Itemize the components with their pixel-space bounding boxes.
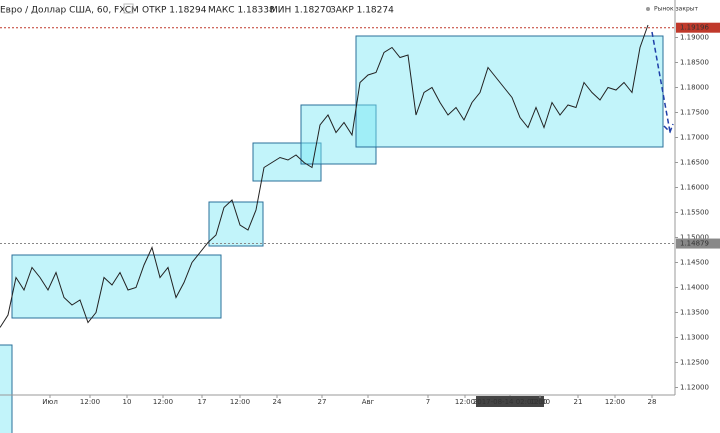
range-box (208, 201, 264, 247)
x-tick-label: Июл (42, 398, 58, 406)
y-tick-label: 1.13000 (680, 334, 709, 342)
y-tick-label: 1.14000 (680, 284, 709, 292)
y-tick-label: 1.17000 (680, 134, 709, 142)
x-tick-label: 12:00 (230, 398, 250, 406)
x-tick-label: 28 (648, 398, 657, 406)
ohlc: МИН 1.18270 (270, 6, 332, 16)
x-tick-label: 12:00 (530, 398, 550, 406)
y-tick-label: 1.17500 (680, 109, 709, 117)
y-tick-label: 1.16500 (680, 159, 709, 167)
x-tick-label: 12:00 (153, 398, 173, 406)
y-tick-label: 1.14500 (680, 259, 709, 267)
x-tick-label: 12:00 (455, 398, 475, 406)
range-box (300, 104, 377, 165)
range-box (355, 35, 664, 148)
x-tick-label: 10 (123, 398, 132, 406)
range-box (11, 254, 222, 319)
drawn-boxes (0, 35, 664, 433)
x-tick-label: 2017-08-14 02:00:00 (473, 398, 547, 406)
range-box (0, 344, 13, 433)
x-tick-label: 17 (198, 398, 207, 406)
y-tick-label: 1.13500 (680, 309, 709, 317)
price-label-box (676, 22, 720, 33)
ohlc: МАКС 1.18338 (208, 6, 275, 16)
y-tick-label: 1.12000 (680, 384, 709, 392)
ohlc: ЗАКР 1.18274 (330, 6, 394, 16)
price-label-box (676, 238, 720, 249)
price-label: 1.14879 (680, 240, 709, 248)
x-tick-label: 12:00 (80, 398, 100, 406)
x-tick-label: 7 (426, 398, 430, 406)
x-tick-label: Авг (362, 398, 375, 406)
plot (0, 24, 675, 328)
icon (123, 3, 134, 14)
status-dot (646, 7, 650, 11)
ohlc: ОТКР 1.18294 (142, 6, 207, 16)
range-box (252, 142, 322, 182)
x-tick-highlight (476, 396, 544, 407)
y-tick-label: 1.15000 (680, 234, 709, 242)
x-tick-label: 21 (574, 398, 583, 406)
y-tick-label: 1.18000 (680, 84, 709, 92)
y-tick-label: 1.12500 (680, 359, 709, 367)
forecast-arrow (651, 31, 674, 134)
y-tick-label: 1.19000 (680, 34, 709, 42)
price-line-series (0, 24, 649, 328)
y-tick-label: 1.18500 (680, 59, 709, 67)
symbol: Евро / Доллар США, 60, FXCM (0, 6, 139, 16)
x-tick-label: 24 (273, 398, 282, 406)
price-label: 1.19196 (680, 24, 709, 32)
y-tick-label: 1.15500 (680, 209, 709, 217)
x-tick-label: 12:00 (605, 398, 625, 406)
market-status: Рынок закрыт (654, 6, 699, 13)
y-tick-label: 1.16000 (680, 184, 709, 192)
x-tick-label: 27 (318, 398, 327, 406)
